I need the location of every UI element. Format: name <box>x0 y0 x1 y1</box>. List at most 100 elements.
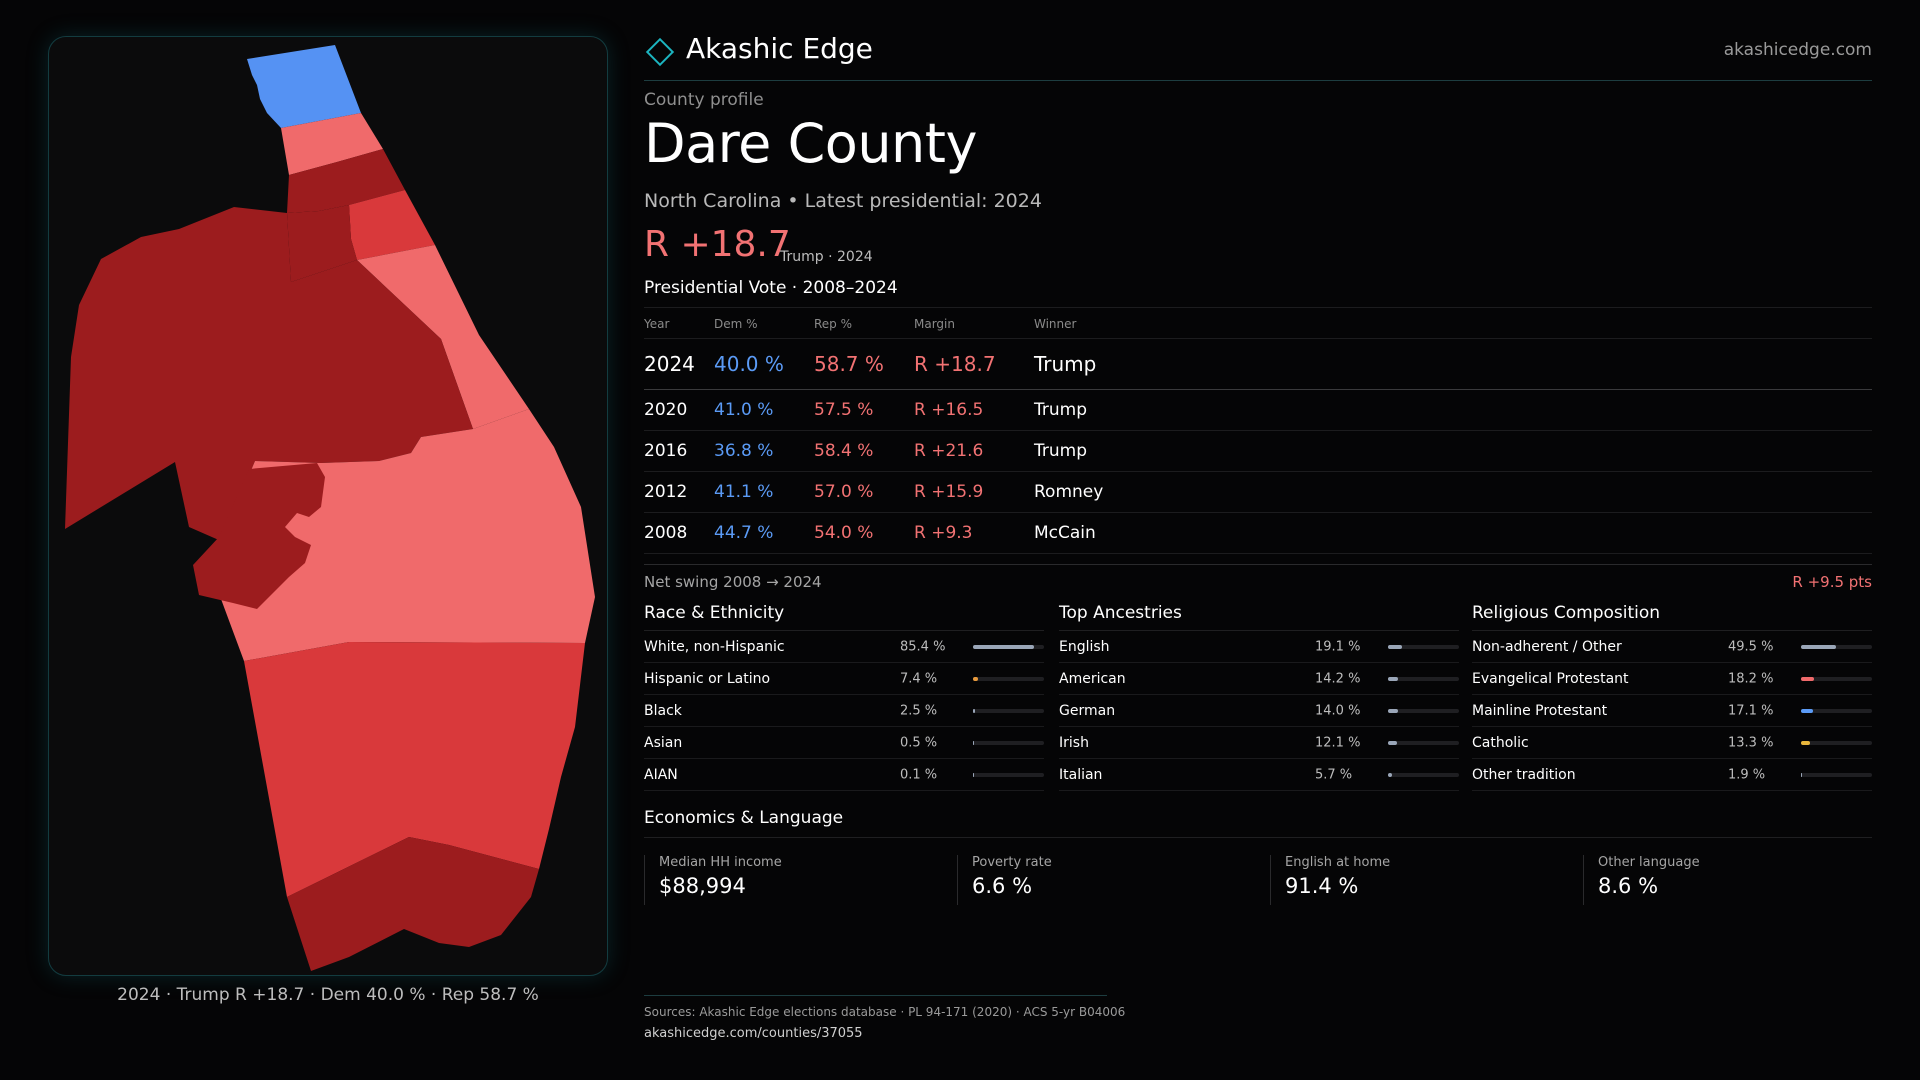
race-bar-fill <box>973 741 975 745</box>
footer-divider <box>644 995 1107 996</box>
net-swing-value: R +9.5 pts <box>1792 573 1872 591</box>
list-item: English 19.1 % <box>1059 631 1459 663</box>
race-label: Black <box>644 702 682 719</box>
diamond-logo-icon <box>645 37 675 66</box>
map-precinct-mainland[interactable] <box>65 207 473 541</box>
stat-other-language: Other language 8.6 % <box>1583 855 1873 905</box>
footer-sources: Sources: Akashic Edge elections database… <box>644 1005 1126 1019</box>
map-precinct-roanoke-island[interactable] <box>193 463 325 609</box>
ancestry-label: American <box>1059 670 1126 687</box>
cell-margin: R +21.6 <box>914 441 984 461</box>
map-precinct-kitty-hawk[interactable] <box>287 149 405 213</box>
list-item: Irish 12.1 % <box>1059 727 1459 759</box>
race-bar-track <box>973 709 1044 713</box>
religion-bar-fill <box>1801 645 1837 649</box>
table-row: 2020 41.0 % 57.5 % R +16.5 Trump <box>644 390 1872 431</box>
map-precinct-north-tip[interactable] <box>247 45 361 128</box>
race-bar-track <box>973 741 1044 745</box>
list-item: Evangelical Protestant 18.2 % <box>1472 663 1872 695</box>
religion-pct: 1.9 % <box>1728 767 1766 782</box>
race-ethnicity-title: Race & Ethnicity <box>644 603 1044 631</box>
religion-pct: 13.3 % <box>1728 735 1774 750</box>
table-row: 2012 41.1 % 57.0 % R +15.9 Romney <box>644 472 1872 513</box>
race-pct: 0.1 % <box>900 767 938 782</box>
religion-bar-fill <box>1801 709 1814 713</box>
map-precinct-hatteras-south[interactable] <box>287 837 539 971</box>
cell-dem: 36.8 % <box>714 441 774 461</box>
col-header-rep: Rep % <box>814 317 853 331</box>
religion-bar-track <box>1801 709 1872 713</box>
header-divider <box>644 80 1872 81</box>
brand[interactable]: Akashic Edge <box>644 32 873 66</box>
religion-bar-fill <box>1801 677 1814 681</box>
net-swing-label: Net swing 2008 → 2024 <box>644 573 822 591</box>
cell-year: 2012 <box>644 482 688 502</box>
ancestry-bar-track <box>1388 709 1459 713</box>
ancestry-pct: 19.1 % <box>1315 639 1361 654</box>
ancestry-pct: 14.0 % <box>1315 703 1361 718</box>
ancestry-label: English <box>1059 638 1110 655</box>
list-item: AIAN 0.1 % <box>644 759 1044 791</box>
map-precinct-kill-devil[interactable] <box>349 190 435 260</box>
cell-margin: R +9.3 <box>914 523 973 543</box>
race-bar-track <box>973 773 1044 777</box>
ancestry-pct: 5.7 % <box>1315 767 1353 782</box>
page-subtitle: North Carolina • Latest presidential: 20… <box>644 190 1042 212</box>
religion-pct: 49.5 % <box>1728 639 1774 654</box>
ancestry-label: German <box>1059 702 1116 719</box>
map-precinct-hatteras-north[interactable] <box>244 642 585 897</box>
cell-margin: R +18.7 <box>914 352 996 376</box>
map-precinct-colington[interactable] <box>287 205 357 282</box>
list-item: Catholic 13.3 % <box>1472 727 1872 759</box>
stat-label: Poverty rate <box>972 855 1052 870</box>
map-precinct-nags-head-north[interactable] <box>357 245 529 429</box>
brand-name: Akashic Edge <box>686 32 873 65</box>
headline-margin-note: Trump · 2024 <box>780 249 873 265</box>
cell-margin: R +16.5 <box>914 400 984 420</box>
page-title: Dare County <box>644 112 977 175</box>
list-item: White, non-Hispanic 85.4 % <box>644 631 1044 663</box>
stat-value: $88,994 <box>659 874 746 898</box>
table-row: 2008 44.7 % 54.0 % R +9.3 McCain <box>644 513 1872 554</box>
site-url-link[interactable]: akashicedge.com <box>1723 40 1872 60</box>
religion-label: Non-adherent / Other <box>1472 638 1622 655</box>
ancestries-title: Top Ancestries <box>1059 603 1459 631</box>
race-bar-fill <box>973 709 975 713</box>
religion-label: Catholic <box>1472 734 1529 751</box>
ancestry-bar-fill <box>1388 773 1393 777</box>
list-item: Asian 0.5 % <box>644 727 1044 759</box>
map-precinct-duck[interactable] <box>281 113 383 175</box>
economics-divider <box>644 837 1872 838</box>
race-bar-track <box>973 645 1044 649</box>
ancestry-bar-track <box>1388 741 1459 745</box>
religion-bar-track <box>1801 645 1872 649</box>
ancestry-bar-fill <box>1388 645 1402 649</box>
cell-dem: 41.0 % <box>714 400 774 420</box>
race-label: AIAN <box>644 766 678 783</box>
cell-year: 2024 <box>644 352 695 376</box>
map-caption: 2024 · Trump R +18.7 · Dem 40.0 % · Rep … <box>117 985 539 1005</box>
stat-poverty-rate: Poverty rate 6.6 % <box>957 855 1247 905</box>
list-item: Italian 5.7 % <box>1059 759 1459 791</box>
ancestry-label: Italian <box>1059 766 1103 783</box>
cell-dem: 44.7 % <box>714 523 774 543</box>
cell-rep: 58.4 % <box>814 441 874 461</box>
stat-english-at-home: English at home 91.4 % <box>1270 855 1560 905</box>
religion-bar-fill <box>1801 773 1803 777</box>
footer-url-link[interactable]: akashicedge.com/counties/37055 <box>644 1026 863 1041</box>
results-table-header: Year Dem % Rep % Margin Winner <box>644 307 1872 339</box>
stat-value: 91.4 % <box>1285 874 1359 898</box>
cell-rep: 54.0 % <box>814 523 874 543</box>
col-header-year: Year <box>644 317 670 331</box>
race-ethnicity-block: Race & Ethnicity White, non-Hispanic 85.… <box>644 603 1044 791</box>
table-row: 2016 36.8 % 58.4 % R +21.6 Trump <box>644 431 1872 472</box>
cell-year: 2020 <box>644 400 688 420</box>
list-item: American 14.2 % <box>1059 663 1459 695</box>
cell-margin: R +15.9 <box>914 482 984 502</box>
ancestry-bar-fill <box>1388 741 1397 745</box>
race-pct: 7.4 % <box>900 671 938 686</box>
col-header-dem: Dem % <box>714 317 758 331</box>
stat-value: 6.6 % <box>972 874 1033 898</box>
cell-dem: 40.0 % <box>714 352 784 376</box>
cell-rep: 58.7 % <box>814 352 884 376</box>
